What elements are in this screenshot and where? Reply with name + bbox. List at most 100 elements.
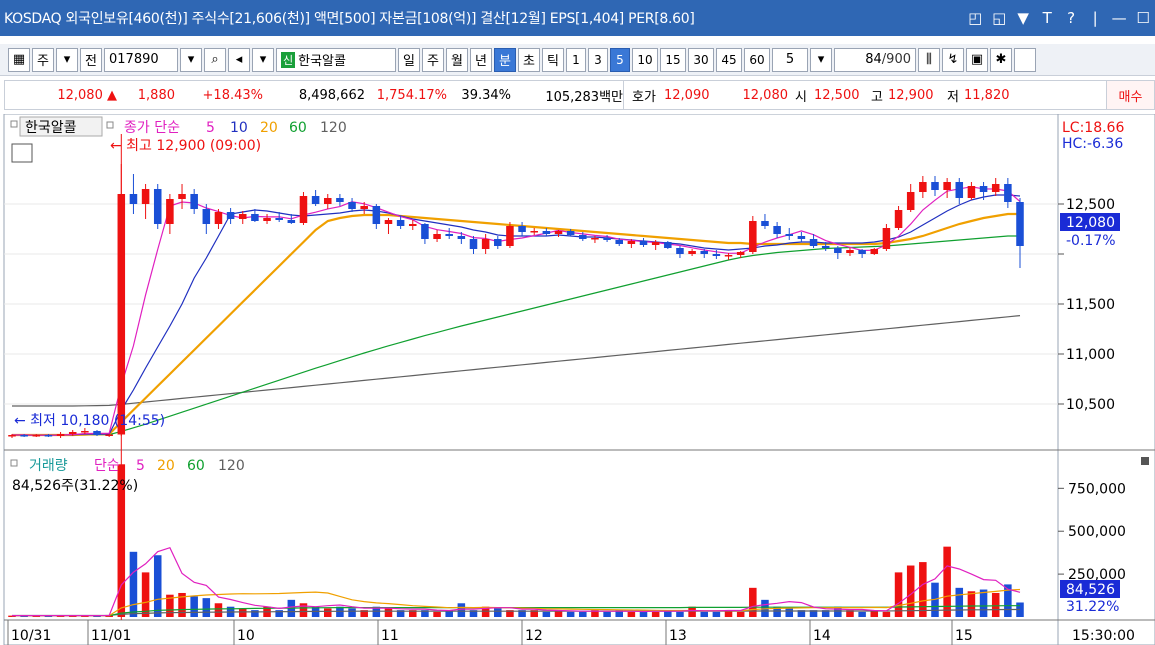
candle-body xyxy=(858,250,866,254)
x-tick-label: 12 xyxy=(525,628,543,644)
minimize-icon[interactable]: — xyxy=(1111,9,1127,27)
volume-bar xyxy=(178,592,186,617)
high-label: 고 xyxy=(871,89,883,105)
candle-body xyxy=(348,202,356,209)
volume-bar xyxy=(651,611,660,617)
period-tick[interactable]: 틱 xyxy=(542,47,564,72)
window-icon[interactable]: ◱ xyxy=(992,9,1006,27)
stock-label-box[interactable] xyxy=(19,116,103,137)
candle-body xyxy=(311,196,320,204)
candle-body xyxy=(81,431,89,433)
maximize-icon[interactable]: ☐ xyxy=(1136,9,1150,27)
gear-icon[interactable]: ✱ xyxy=(990,47,1012,72)
interval-dropdown-icon[interactable]: ▾ xyxy=(810,47,832,72)
volume-bar xyxy=(821,610,830,617)
period-minute[interactable]: 분 xyxy=(494,47,516,72)
period-day[interactable]: 일 xyxy=(398,47,420,72)
candle-body xyxy=(214,212,223,224)
volume-bar xyxy=(445,610,453,617)
menu-icon[interactable]: ▦ xyxy=(8,47,30,72)
market-select[interactable]: 주 xyxy=(32,47,54,72)
volume-bar xyxy=(627,611,636,617)
volume-bar xyxy=(129,551,138,617)
period-year[interactable]: 년 xyxy=(470,47,492,72)
stock-name-field[interactable]: 신 한국알콜 xyxy=(276,47,396,72)
volume-percent: 1,754.17% xyxy=(376,87,447,103)
interval-1[interactable]: 1 xyxy=(566,47,586,72)
speaker-icon[interactable]: ◂ xyxy=(228,47,250,72)
option-checkbox[interactable] xyxy=(1014,47,1036,72)
panel-close-icon[interactable] xyxy=(1141,457,1149,465)
volume-bar xyxy=(396,610,405,617)
pin-icon[interactable]: ▼ xyxy=(1017,9,1029,27)
search-icon[interactable]: ⌕ xyxy=(204,47,226,72)
volume-bar xyxy=(433,611,441,617)
chart-type-icon[interactable]: ⫼ xyxy=(918,47,940,72)
time-label: 15:30:00 xyxy=(1072,628,1135,644)
interval-3[interactable]: 3 xyxy=(588,47,608,72)
speaker-dropdown-icon[interactable]: ▾ xyxy=(252,47,274,72)
interval-60[interactable]: 60 xyxy=(744,47,770,72)
interval-5[interactable]: 5 xyxy=(610,47,630,72)
volume-bar xyxy=(506,610,514,617)
candle-body xyxy=(761,221,769,226)
candle-body xyxy=(991,184,1000,192)
stock-code-input[interactable]: 017890 xyxy=(104,47,178,72)
price-axis: 12,500 11,500 11,000 10,500 xyxy=(1058,197,1115,413)
table-icon[interactable] xyxy=(11,143,33,163)
save-icon[interactable]: ▣ xyxy=(966,47,988,72)
ma20-line xyxy=(12,212,1020,437)
code-dropdown-icon[interactable]: ▾ xyxy=(180,47,202,72)
volume-bar xyxy=(591,610,599,617)
volume-bar xyxy=(700,611,709,617)
candles xyxy=(8,134,1024,620)
candle-body xyxy=(834,248,842,253)
candlestick-chart[interactable]: 12,500 11,500 11,000 10,500 750,000 500,000 2… xyxy=(0,114,1155,645)
interval-select[interactable]: 5 xyxy=(772,47,808,72)
x-tick-label: 11 xyxy=(381,628,399,644)
volume-bar xyxy=(141,572,150,617)
volume-bar xyxy=(494,608,502,617)
interval-10[interactable]: 10 xyxy=(632,47,658,72)
candle-body xyxy=(202,209,211,224)
volume-bar xyxy=(32,615,41,617)
volume-bar xyxy=(749,587,757,617)
candle-body xyxy=(882,228,891,249)
indicator-icon[interactable]: ↯ xyxy=(942,47,964,72)
candle-body xyxy=(226,212,235,219)
candle-body xyxy=(32,435,41,437)
candle-count[interactable]: 84 /900 xyxy=(834,47,916,72)
period-second[interactable]: 초 xyxy=(518,47,540,72)
quote-bar: 12,080 ▲ 1,880 +18.43% 8,498,662 1,754.1… xyxy=(4,80,1155,110)
candle-body xyxy=(518,226,526,232)
interval-15[interactable]: 15 xyxy=(660,47,686,72)
ma60-label: 60 xyxy=(289,120,307,136)
stock-info: KOSDAQ 외국인보유[460(천)] 주식수[21,606(천)] 액면[5… xyxy=(4,11,695,27)
candle-body xyxy=(979,186,988,192)
layout-icon[interactable]: ◰ xyxy=(968,9,982,27)
period-week[interactable]: 주 xyxy=(422,47,444,72)
interval-45[interactable]: 45 xyxy=(716,47,742,72)
volume-bar xyxy=(238,608,247,617)
volume-bar xyxy=(542,611,551,617)
candle-body xyxy=(56,434,65,436)
font-icon[interactable]: T xyxy=(1042,9,1052,27)
buy-button[interactable]: 매수 xyxy=(1106,81,1154,109)
volume-bar xyxy=(166,594,174,617)
volume-bar xyxy=(736,611,745,617)
kind-select[interactable]: 전 xyxy=(80,47,102,72)
high-price: 12,900 xyxy=(888,87,934,103)
market-dropdown-icon[interactable]: ▾ xyxy=(56,47,78,72)
chart-panel[interactable]: 12,500 11,500 11,000 10,500 750,000 500,000 2… xyxy=(0,114,1155,645)
volume-bar xyxy=(360,610,368,617)
ma120-label: 120 xyxy=(320,120,347,136)
interval-30[interactable]: 30 xyxy=(688,47,714,72)
period-month[interactable]: 월 xyxy=(446,47,468,72)
volume-bar xyxy=(117,464,126,617)
candle-body xyxy=(323,198,332,204)
candle-body xyxy=(724,255,733,257)
help-icon[interactable]: ? xyxy=(1067,9,1075,27)
candle-body xyxy=(894,210,903,228)
volume-bar xyxy=(639,611,648,617)
candle-body xyxy=(251,214,259,221)
